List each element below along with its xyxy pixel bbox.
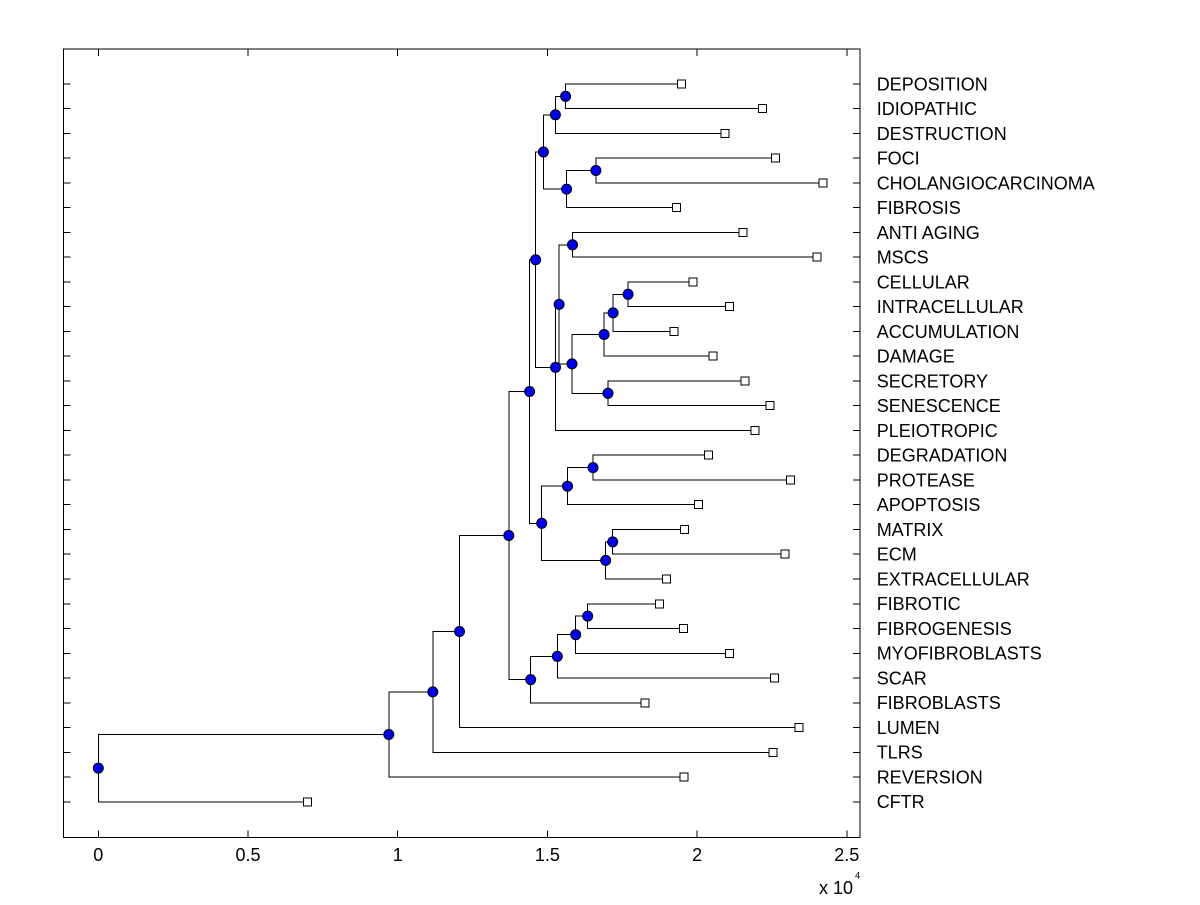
svg-text:CFTR: CFTR — [877, 792, 925, 812]
svg-text:SECRETORY: SECRETORY — [877, 371, 988, 391]
svg-text:ANTI AGING: ANTI AGING — [877, 223, 980, 243]
svg-text:FIBROGENESIS: FIBROGENESIS — [877, 619, 1012, 639]
svg-text:ECM: ECM — [877, 545, 917, 565]
svg-text:DEGRADATION: DEGRADATION — [877, 446, 1008, 466]
svg-text:MSCS: MSCS — [877, 248, 929, 268]
svg-text:ACCUMULATION: ACCUMULATION — [877, 322, 1020, 342]
svg-text:APOPTOSIS: APOPTOSIS — [877, 495, 981, 515]
svg-text:INTRACELLULAR: INTRACELLULAR — [877, 297, 1024, 317]
svg-text:FIBROTIC: FIBROTIC — [877, 594, 961, 614]
svg-text:IDIOPATHIC: IDIOPATHIC — [877, 99, 977, 119]
svg-text:4: 4 — [855, 871, 860, 882]
svg-text:1.5: 1.5 — [535, 845, 560, 865]
svg-text:CELLULAR: CELLULAR — [877, 272, 970, 292]
svg-text:1: 1 — [393, 845, 403, 865]
svg-text:FIBROBLASTS: FIBROBLASTS — [877, 693, 1001, 713]
svg-text:x 10: x 10 — [819, 878, 853, 898]
svg-text:2: 2 — [692, 845, 702, 865]
svg-text:PROTEASE: PROTEASE — [877, 470, 975, 490]
svg-text:LUMEN: LUMEN — [877, 718, 940, 738]
svg-text:2.5: 2.5 — [834, 845, 859, 865]
svg-text:DAMAGE: DAMAGE — [877, 347, 955, 367]
svg-text:REVERSION: REVERSION — [877, 767, 983, 787]
svg-text:0: 0 — [93, 845, 103, 865]
svg-text:0.5: 0.5 — [235, 845, 260, 865]
svg-text:SCAR: SCAR — [877, 668, 927, 688]
svg-text:SENESCENCE: SENESCENCE — [877, 396, 1001, 416]
svg-text:MYOFIBROBLASTS: MYOFIBROBLASTS — [877, 644, 1042, 664]
svg-text:CHOLANGIOCARCINOMA: CHOLANGIOCARCINOMA — [877, 173, 1095, 193]
svg-text:FIBROSIS: FIBROSIS — [877, 198, 961, 218]
svg-text:DEPOSITION: DEPOSITION — [877, 74, 988, 94]
svg-text:MATRIX: MATRIX — [877, 520, 944, 540]
svg-text:TLRS: TLRS — [877, 743, 923, 763]
svg-text:DESTRUCTION: DESTRUCTION — [877, 124, 1007, 144]
svg-text:FOCI: FOCI — [877, 149, 920, 169]
svg-text:PLEIOTROPIC: PLEIOTROPIC — [877, 421, 998, 441]
svg-text:EXTRACELLULAR: EXTRACELLULAR — [877, 569, 1030, 589]
